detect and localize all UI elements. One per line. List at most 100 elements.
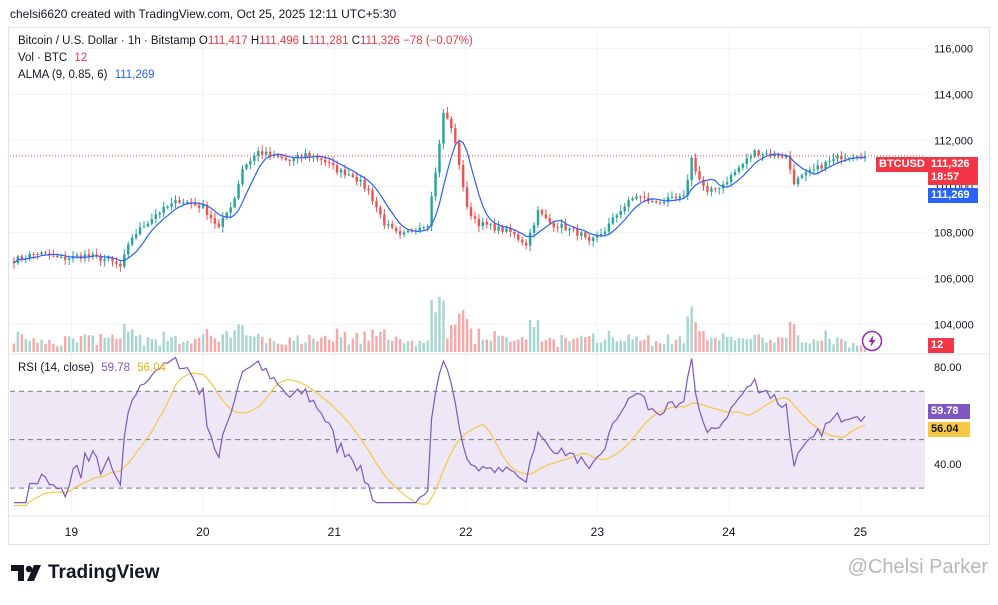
volume-bar	[686, 316, 689, 352]
time-tick-label: 23	[591, 525, 605, 539]
candle-body	[753, 150, 756, 157]
candle-body	[564, 224, 567, 231]
volume-bar	[170, 337, 173, 352]
volume-bar	[702, 331, 705, 352]
candle-body	[505, 228, 508, 232]
candle-body	[576, 228, 579, 236]
volume-bar	[639, 340, 642, 352]
candle-body	[607, 223, 611, 232]
volume-bar	[390, 340, 394, 352]
volume-bar	[63, 336, 67, 352]
volume-bar	[312, 338, 315, 352]
volume-bar	[367, 340, 370, 352]
volume-bar	[528, 319, 532, 352]
volume-bar	[536, 319, 540, 352]
volume-bar	[580, 335, 583, 352]
time-tick-label: 24	[722, 525, 736, 539]
candle-body	[524, 242, 528, 246]
volume-bar	[454, 324, 457, 352]
candle-body	[359, 179, 362, 182]
volume-bar	[662, 343, 666, 352]
volume-legend[interactable]: Vol · BTC 12	[18, 52, 87, 64]
symbol-legend[interactable]: Bitcoin / U.S. Dollar · 1h · Bitstamp O1…	[18, 35, 473, 47]
volume-bar	[174, 336, 177, 352]
volume-bar	[682, 343, 686, 352]
volume-bar	[355, 332, 358, 352]
candle-body	[442, 112, 445, 144]
candle-body	[828, 161, 831, 163]
tradingview-logo[interactable]: TradingView	[10, 562, 160, 584]
volume-bar	[300, 343, 303, 352]
volume-bar	[40, 339, 43, 352]
volume-bar	[387, 339, 390, 352]
candle-body	[654, 201, 658, 203]
alma-legend[interactable]: ALMA (9, 0.85, 6) 111,269	[18, 69, 155, 81]
alma-label: ALMA (9, 0.85, 6)	[18, 69, 108, 81]
volume-bar	[249, 335, 252, 352]
volume-bar	[836, 337, 839, 352]
volume-bar	[564, 337, 567, 352]
rsi-ma-value: 56.04	[137, 362, 167, 374]
volume-bars	[12, 296, 867, 352]
candle-body	[812, 169, 816, 171]
volume-bar	[721, 333, 725, 352]
candle-body	[666, 197, 670, 202]
bolt-icon[interactable]	[861, 330, 883, 352]
volume-bar	[138, 335, 142, 352]
candle-body	[410, 230, 414, 232]
volume-bar	[142, 345, 146, 352]
volume-bar	[643, 339, 646, 352]
rsi-label: RSI (14, close)	[18, 362, 95, 374]
volume-bar	[584, 337, 587, 352]
candle-body	[28, 254, 31, 259]
candle-body	[280, 156, 284, 158]
candle-body	[107, 257, 110, 260]
volume-bar	[217, 342, 221, 352]
volume-bar	[16, 331, 20, 352]
candle-body	[115, 261, 118, 264]
candle-body	[390, 224, 394, 228]
candle-body	[824, 161, 827, 169]
candle-body	[52, 255, 55, 257]
rsi-legend[interactable]: RSI (14, close) 59.78 56.04	[18, 362, 166, 374]
volume-bar	[765, 342, 768, 352]
watermark-text: @Chelsi Parker	[847, 556, 988, 578]
volume-bar	[796, 335, 800, 352]
volume-bar	[473, 344, 477, 352]
candle-body	[694, 157, 697, 172]
candle-body	[32, 254, 35, 256]
candle-body	[237, 184, 240, 199]
volume-bar	[848, 347, 851, 352]
volume-bar	[493, 331, 496, 352]
volume-bar	[769, 339, 772, 352]
volume-bar	[296, 335, 299, 352]
candle-body	[351, 174, 355, 177]
candle-body	[785, 155, 788, 158]
candle-body	[820, 165, 823, 169]
volume-bar	[457, 313, 461, 352]
candle-body	[331, 162, 335, 166]
volume-bar	[233, 330, 236, 352]
volume-bar	[56, 346, 59, 352]
candle-body	[75, 255, 79, 257]
candle-body	[394, 227, 398, 232]
volume-bar	[24, 339, 28, 352]
volume-bar	[654, 341, 658, 352]
candle-body	[485, 221, 489, 225]
candle-body	[741, 163, 745, 168]
candle-body	[698, 171, 701, 180]
volume-bar	[253, 336, 256, 352]
volume-bar	[414, 345, 418, 352]
candle-body	[296, 155, 299, 159]
volume-bar	[36, 342, 39, 352]
volume-bar	[166, 340, 169, 352]
volume-bar	[190, 343, 193, 352]
volume-bar	[729, 336, 733, 352]
candle-body	[67, 258, 71, 260]
candle-body	[493, 224, 496, 231]
volume-bar	[556, 346, 559, 352]
candle-body	[40, 252, 43, 255]
volume-bar	[572, 338, 575, 352]
volume-bar	[205, 328, 209, 352]
